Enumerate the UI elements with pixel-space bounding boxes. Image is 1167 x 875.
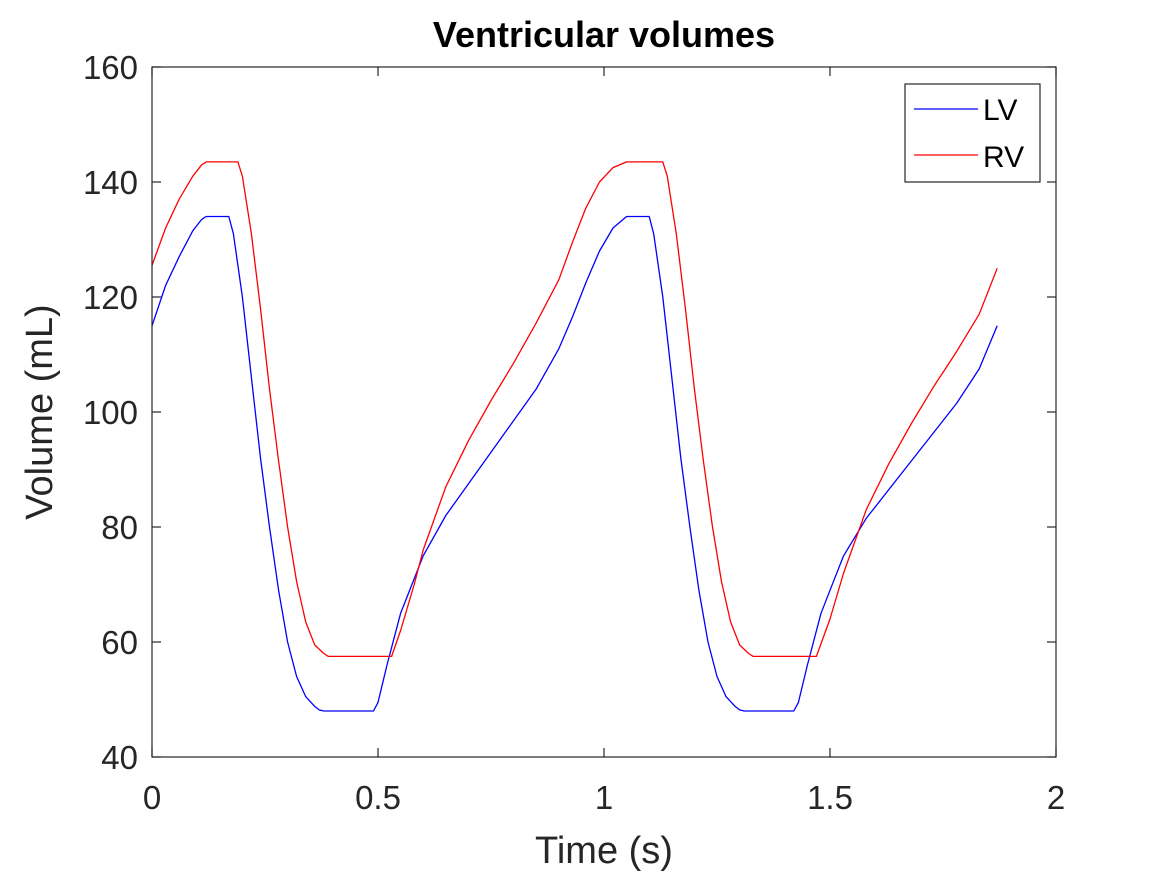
chart-title: Ventricular volumes [433, 14, 775, 55]
x-tick-label-0: 0 [143, 779, 161, 816]
y-tick-label-120: 120 [83, 279, 138, 316]
series-line-lv [151, 215, 998, 712]
y-axis-label: Volume (mL) [19, 304, 61, 519]
legend-label-lv: LV [983, 94, 1017, 127]
legend-label-rv: RV [983, 141, 1024, 174]
series-layer [151, 161, 998, 712]
y-tick-label-80: 80 [101, 509, 138, 546]
x-tick-label-0-5: 0.5 [355, 779, 401, 816]
y-tick-label-40: 40 [101, 739, 138, 776]
ticks-layer: 0 0.5 1 1.5 2 40 60 80 100 120 140 160 [83, 49, 1065, 816]
y-tick-label-60: 60 [101, 624, 138, 661]
legend-box [904, 83, 1041, 183]
x-tick-label-2: 2 [1047, 779, 1065, 816]
x-axis-label: Time (s) [535, 830, 673, 872]
y-tick-label-100: 100 [83, 394, 138, 431]
legend: LV RV [904, 83, 1041, 183]
axes-box [151, 66, 1057, 758]
x-tick-label-1-5: 1.5 [807, 779, 853, 816]
x-tick-label-1: 1 [595, 779, 613, 816]
y-tick-label-160: 160 [83, 49, 138, 86]
series-line-rv [151, 161, 998, 658]
y-tick-label-140: 140 [83, 164, 138, 201]
